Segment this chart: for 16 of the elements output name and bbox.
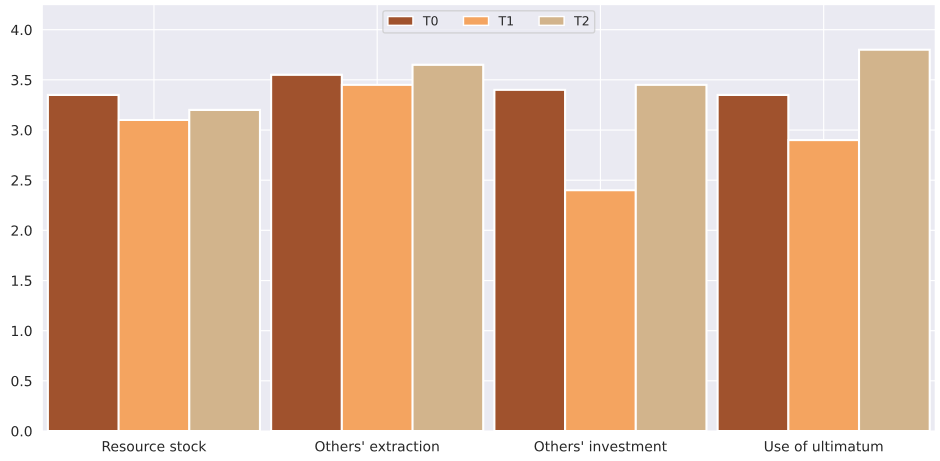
y-tick-label: 1.0 bbox=[12, 326, 32, 336]
y-tick-label: 0.5 bbox=[11, 376, 32, 386]
x-tick-label: Resource stock bbox=[102, 440, 206, 452]
x-tick-label: Others' investment bbox=[534, 440, 667, 452]
legend-label: T2 bbox=[574, 16, 588, 26]
y-tick-label: 3.0 bbox=[12, 125, 32, 136]
y-tick-label: 2.5 bbox=[12, 175, 32, 186]
x-tick-label: Others' extraction bbox=[315, 440, 439, 452]
legend-label: T0 bbox=[422, 16, 438, 26]
y-tick-label: 4.0 bbox=[11, 24, 32, 36]
y-tick-label: 0.0 bbox=[11, 426, 32, 437]
y-tick-label: 2.0 bbox=[12, 225, 32, 236]
x-tick-label: Use of ultimatum bbox=[764, 440, 882, 452]
legend-label: T1 bbox=[498, 16, 513, 26]
y-tick-label: 3.5 bbox=[12, 74, 32, 86]
y-tick-label: 1.5 bbox=[12, 276, 32, 286]
